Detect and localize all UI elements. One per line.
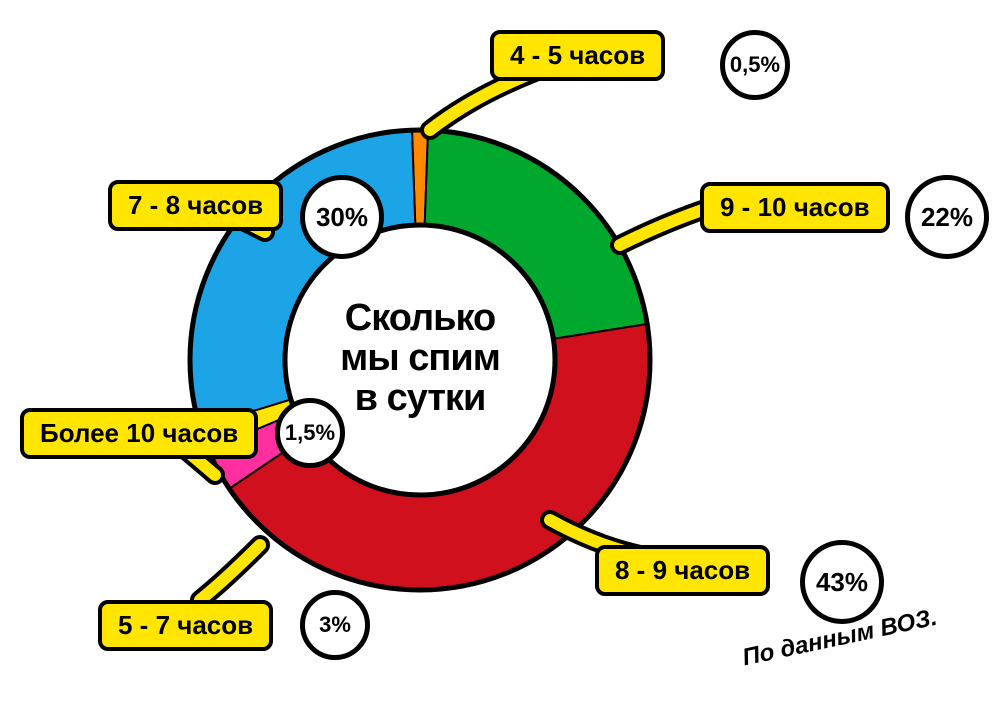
category-label-7-8: 7 - 8 часов xyxy=(108,180,283,231)
percent-bubble-7-8: 30% xyxy=(300,175,384,259)
leader-line-7-8 xyxy=(0,0,996,706)
infographic-stage: Сколькомы спимв сутки 4 - 5 часов0,5%9 -… xyxy=(0,0,996,706)
